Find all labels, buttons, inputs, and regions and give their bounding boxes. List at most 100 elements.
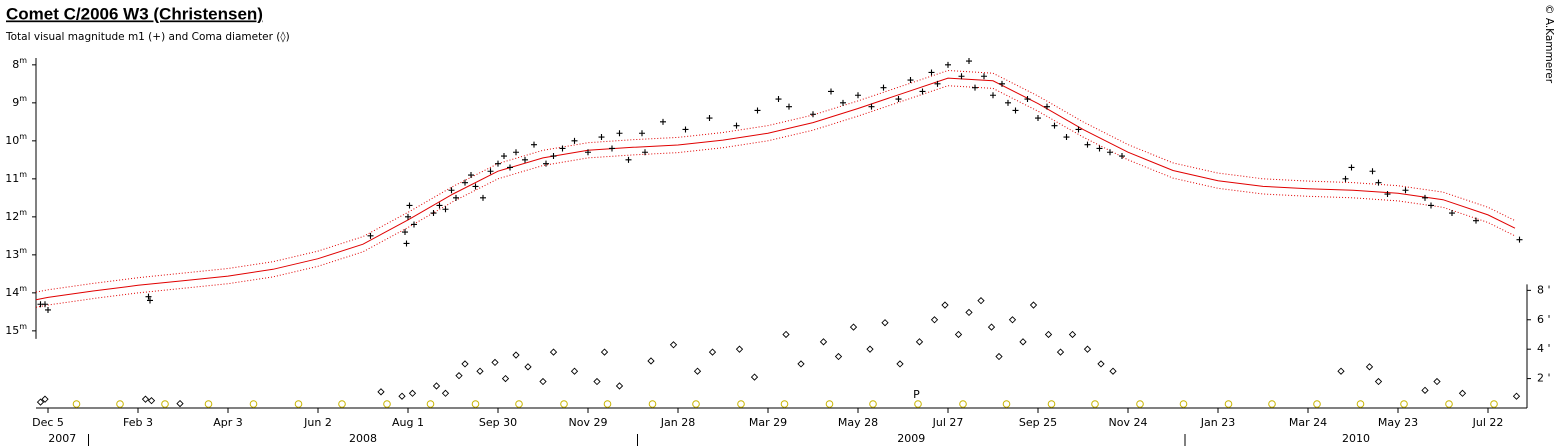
- full-moon: [204, 400, 213, 408]
- magnitude-point: [487, 168, 494, 175]
- y-tick-value: 8: [12, 58, 19, 71]
- y2-tick-label: 6 ': [1537, 313, 1551, 326]
- coma-point: [1374, 377, 1383, 386]
- full-moon: [869, 400, 877, 408]
- fit-curve: [35, 77, 1516, 301]
- full-moon: [116, 400, 124, 408]
- magnitude-point: [1012, 107, 1019, 114]
- coma-point: [995, 352, 1003, 361]
- magnitude-point: [1075, 126, 1082, 133]
- full-moon: [338, 400, 346, 408]
- magnitude-point: [1516, 236, 1523, 243]
- coma-point: [147, 397, 156, 405]
- magnitude-point: [543, 160, 549, 167]
- magnitude-point: [625, 156, 632, 163]
- magnitude-point: [411, 221, 417, 228]
- magnitude-point: [928, 69, 935, 76]
- coma-point: [915, 338, 924, 346]
- magnitude-point: [828, 88, 834, 95]
- magnitude-point: [810, 111, 816, 118]
- full-moon: [780, 400, 789, 408]
- full-moon: [1224, 400, 1233, 408]
- coma-point: [896, 360, 904, 368]
- coma-point: [491, 358, 499, 367]
- coma-point: [36, 398, 45, 406]
- coma-point: [41, 395, 49, 403]
- coma-point: [570, 367, 579, 375]
- magnitude-point: [642, 149, 648, 156]
- magnitude-point: [462, 179, 468, 186]
- x-tick-label: Sep 25: [1019, 416, 1057, 429]
- y-tick-label: 12m: [5, 207, 27, 223]
- coma-point: [987, 323, 996, 331]
- chart-subtitle: Total visual magnitude m1 (+) and Coma d…: [5, 31, 290, 43]
- magnitude-point: [522, 156, 528, 163]
- coma-point: [941, 301, 949, 309]
- full-moon: [1490, 400, 1498, 408]
- coma-point: [524, 363, 532, 371]
- magnitude-point: [571, 137, 578, 144]
- full-moon: [1136, 400, 1144, 408]
- coma-point: [455, 372, 463, 380]
- magnitude-point: [1369, 168, 1376, 175]
- magnitude-point: [1342, 175, 1349, 182]
- fit-band: [35, 69, 1516, 293]
- full-moon: [1445, 400, 1453, 408]
- magnitude-point: [495, 160, 501, 167]
- magnitude-point: [501, 153, 507, 160]
- full-moon: [1356, 400, 1365, 408]
- coma-point: [1337, 367, 1345, 375]
- coma-point: [377, 388, 385, 396]
- magnitude-point: [1044, 103, 1050, 110]
- magnitude-point: [507, 164, 513, 171]
- magnitude-point: [550, 153, 557, 160]
- magnitude-point: [402, 229, 408, 236]
- coma-point: [1083, 345, 1092, 353]
- magnitude-point: [453, 194, 459, 201]
- coma-point: [593, 377, 601, 386]
- coma-point: [1019, 338, 1027, 346]
- annotation: P: [913, 388, 920, 401]
- magnitude-point: [775, 96, 782, 103]
- coma-point: [849, 323, 858, 331]
- magnitude-point: [403, 240, 410, 247]
- magnitude-point: [442, 206, 449, 213]
- magnitude-point: [513, 149, 519, 156]
- credit: © A.Kammerer: [1543, 4, 1555, 84]
- y-tick-unit: m: [19, 131, 27, 140]
- x-tick-label: Apr 3: [213, 416, 243, 429]
- coma-point: [476, 367, 484, 375]
- magnitude-point: [1428, 202, 1434, 209]
- coma-point: [600, 348, 609, 356]
- year-label: 2008: [349, 432, 377, 445]
- full-moon: [914, 400, 922, 408]
- magnitude-point: [981, 73, 987, 80]
- magnitude-point: [405, 213, 411, 220]
- full-moon: [1047, 400, 1056, 408]
- magnitude-point: [934, 80, 941, 87]
- full-moon: [959, 400, 967, 408]
- magnitude-point: [855, 92, 861, 99]
- magnitude-point: [880, 84, 887, 91]
- magnitude-point: [868, 103, 875, 110]
- magnitude-point: [639, 130, 645, 137]
- full-moon: [72, 400, 81, 408]
- magnitude-point: [585, 149, 591, 156]
- magnitude-point: [1402, 187, 1409, 194]
- coma-point: [930, 316, 939, 324]
- magnitude-point: [468, 172, 474, 179]
- magnitude-point: [367, 232, 374, 239]
- coma-point: [1365, 363, 1374, 371]
- chart-title: Comet C/2006 W3 (Christensen): [6, 4, 263, 23]
- magnitude-point: [1422, 194, 1428, 201]
- magnitude-point: [1084, 141, 1091, 148]
- x-tick-label: Mar 29: [749, 416, 787, 429]
- coma-point: [1421, 386, 1429, 394]
- coma-point: [1433, 377, 1441, 386]
- magnitude-point: [1348, 164, 1355, 171]
- y-tick-label: 8m: [12, 55, 27, 71]
- coma-point: [881, 319, 889, 327]
- x-tick-label: Mar 24: [1289, 416, 1327, 429]
- magnitude-point: [480, 194, 486, 201]
- coma-point: [176, 399, 184, 408]
